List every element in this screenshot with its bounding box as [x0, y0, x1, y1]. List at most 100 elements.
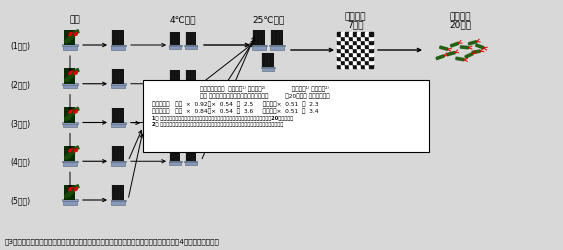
- Bar: [168, 161, 182, 162]
- Polygon shape: [69, 74, 74, 78]
- Polygon shape: [65, 155, 70, 160]
- Bar: [184, 84, 198, 86]
- Bar: [369, 49, 373, 53]
- Bar: [345, 41, 349, 45]
- Text: 7日目: 7日目: [347, 20, 363, 29]
- Polygon shape: [69, 110, 72, 114]
- Polygon shape: [72, 33, 77, 37]
- Bar: [357, 49, 361, 53]
- Bar: [337, 33, 341, 37]
- Bar: [63, 123, 77, 128]
- Polygon shape: [74, 30, 79, 35]
- Text: 採卵　　孵化率  孵化頻度¹⁾ 獲得幼虫²⁾              羽化頻度¹⁾ 獲得成虫²⁾: 採卵 孵化率 孵化頻度¹⁾ 獲得幼虫²⁾ 羽化頻度¹⁾ 獲得成虫²⁾: [200, 86, 329, 92]
- Bar: [169, 46, 181, 50]
- Bar: [349, 53, 353, 57]
- Polygon shape: [69, 149, 72, 152]
- Bar: [349, 33, 353, 37]
- Polygon shape: [72, 110, 77, 114]
- Polygon shape: [65, 117, 70, 121]
- Text: (2日目): (2日目): [10, 80, 30, 89]
- Text: 日数 （非保存１）（７日目）（非保存１）         （20日目） （非保存１）: 日数 （非保存１）（７日目）（非保存１） （20日目） （非保存１）: [200, 93, 329, 99]
- Polygon shape: [74, 188, 78, 191]
- Polygon shape: [72, 187, 77, 192]
- Bar: [341, 37, 345, 41]
- Bar: [184, 123, 198, 124]
- Polygon shape: [67, 37, 72, 42]
- Polygon shape: [74, 110, 78, 114]
- Bar: [357, 37, 361, 41]
- Bar: [353, 41, 357, 45]
- Bar: [349, 45, 353, 49]
- Bar: [184, 161, 198, 162]
- Polygon shape: [450, 43, 459, 48]
- Polygon shape: [447, 52, 455, 56]
- Polygon shape: [67, 76, 72, 80]
- Polygon shape: [465, 54, 473, 59]
- Bar: [369, 65, 373, 69]
- Polygon shape: [72, 148, 77, 153]
- Text: 4℃保存: 4℃保存: [170, 15, 196, 24]
- Bar: [369, 41, 373, 45]
- Bar: [110, 161, 126, 163]
- Bar: [170, 148, 180, 162]
- Bar: [369, 53, 373, 57]
- Bar: [369, 45, 373, 49]
- Bar: [270, 46, 284, 51]
- Bar: [341, 57, 345, 61]
- Text: 成虫羽化: 成虫羽化: [449, 12, 471, 21]
- Bar: [110, 46, 126, 47]
- Bar: [353, 49, 357, 53]
- Bar: [345, 45, 349, 49]
- Bar: [341, 33, 345, 37]
- Bar: [369, 37, 373, 41]
- Polygon shape: [72, 72, 77, 76]
- Bar: [365, 45, 369, 49]
- Polygon shape: [69, 35, 74, 40]
- Bar: [251, 46, 267, 47]
- Polygon shape: [74, 108, 79, 112]
- Bar: [357, 41, 361, 45]
- Polygon shape: [65, 40, 70, 44]
- Bar: [170, 110, 180, 123]
- Text: (3日目): (3日目): [10, 118, 30, 128]
- Text: (4日目): (4日目): [10, 157, 30, 166]
- Polygon shape: [74, 149, 78, 152]
- Bar: [112, 70, 124, 84]
- Bar: [185, 84, 196, 88]
- Bar: [63, 162, 77, 166]
- Bar: [186, 110, 196, 123]
- Text: 幼虫孵化: 幼虫孵化: [344, 12, 366, 21]
- Text: ４日間保存   （５  ×  0.92）×  0.54  ＝  2.5     （同左）×  0.51  ＝  2.3: ４日間保存 （５ × 0.92）× 0.54 ＝ 2.5 （同左）× 0.51 …: [152, 100, 319, 106]
- Bar: [186, 71, 196, 85]
- Bar: [64, 108, 75, 123]
- Polygon shape: [74, 33, 78, 37]
- Bar: [357, 53, 361, 57]
- Bar: [345, 49, 349, 53]
- Bar: [169, 84, 181, 88]
- Polygon shape: [69, 112, 74, 117]
- Bar: [168, 46, 182, 47]
- Polygon shape: [67, 114, 72, 119]
- Bar: [62, 161, 78, 163]
- Bar: [353, 45, 357, 49]
- Bar: [337, 61, 341, 65]
- Polygon shape: [74, 185, 79, 190]
- Polygon shape: [69, 72, 72, 75]
- Bar: [63, 46, 77, 50]
- Polygon shape: [468, 42, 477, 46]
- Bar: [349, 57, 353, 61]
- Polygon shape: [440, 47, 448, 51]
- Bar: [110, 84, 126, 86]
- Bar: [361, 41, 365, 45]
- Bar: [64, 30, 75, 46]
- Bar: [365, 57, 369, 61]
- Bar: [353, 33, 357, 37]
- Bar: [349, 49, 353, 53]
- Bar: [353, 57, 357, 61]
- Bar: [169, 123, 181, 127]
- Bar: [361, 57, 365, 61]
- Bar: [361, 49, 365, 53]
- Polygon shape: [69, 188, 72, 191]
- Bar: [111, 46, 125, 50]
- Bar: [341, 65, 345, 69]
